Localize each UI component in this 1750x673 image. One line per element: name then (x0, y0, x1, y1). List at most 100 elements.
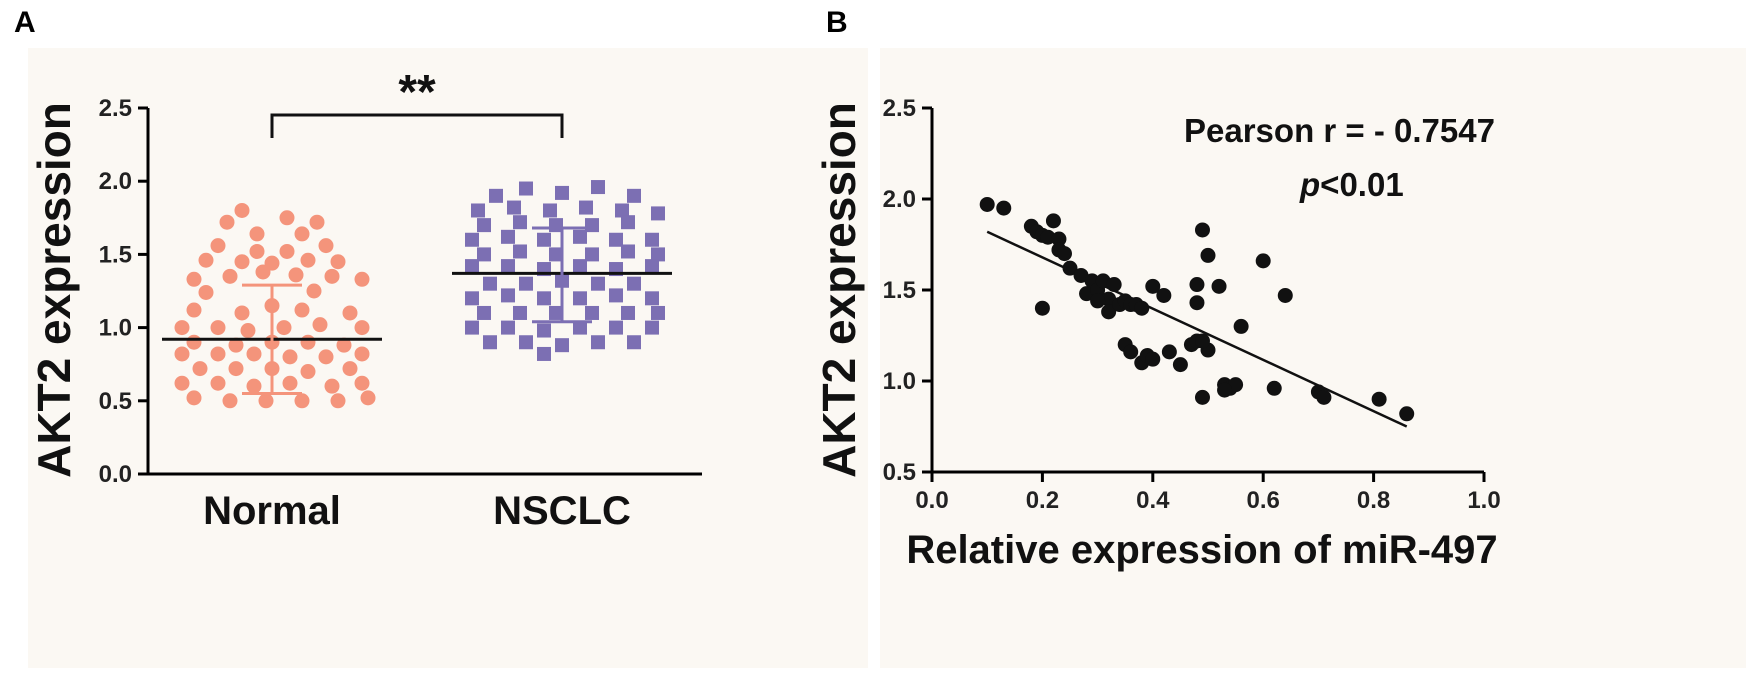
chart-b-x-tick-label: 0.2 (1026, 487, 1059, 514)
nsclc-data-point (555, 185, 569, 200)
scatter-point (1106, 277, 1122, 293)
scatter-point (1034, 300, 1050, 316)
normal-data-point (294, 226, 310, 242)
normal-data-point (342, 361, 358, 377)
nsclc-data-point (519, 181, 533, 196)
panel-a-label: A (14, 6, 36, 39)
nsclc-data-point (513, 215, 527, 230)
chart-b-y-axis-label: AKT2 expression (813, 102, 865, 478)
nsclc-data-point (513, 305, 527, 320)
normal-data-point (300, 364, 316, 380)
nsclc-data-point (573, 291, 587, 306)
panel-b-background (880, 48, 1746, 668)
scatter-point (1371, 391, 1387, 407)
nsclc-data-point (627, 276, 641, 291)
nsclc-data-point (579, 200, 593, 215)
significance-bracket (270, 113, 564, 138)
scatter-point (1045, 213, 1061, 229)
normal-data-point (255, 264, 271, 280)
nsclc-data-point (477, 218, 491, 233)
nsclc-data-point (651, 305, 665, 320)
normal-data-point (318, 238, 334, 254)
normal-data-point (282, 349, 298, 365)
normal-data-point (198, 252, 214, 268)
chart-a: AKT2 expression 0.0 0.5 1.0 1.5 2.0 2.5 Norma… (28, 66, 702, 533)
nsclc-data-point (591, 335, 605, 350)
nsclc-data-point (609, 288, 623, 303)
scatter-point (1266, 380, 1282, 396)
chart-a-y-axis-label: AKT2 expression (28, 102, 80, 478)
chart-a-y-tick-label: 0.5 (99, 388, 132, 415)
scatter-point (1189, 277, 1205, 293)
normal-data-point (354, 271, 370, 287)
nsclc-data-point (489, 188, 503, 203)
nsclc-data-point (465, 291, 479, 306)
normal-data-point (249, 243, 265, 259)
nsclc-data-point (555, 338, 569, 353)
normal-data-point (186, 390, 202, 406)
nsclc-data-point (591, 180, 605, 195)
pearson-r-annotation: Pearson r = - 0.7547 (1184, 112, 1495, 149)
nsclc-data-point (609, 320, 623, 335)
normal-data-point (258, 393, 274, 409)
nsclc-data-point (537, 323, 551, 338)
scatter-point (1194, 389, 1210, 405)
significance-stars: ** (398, 66, 436, 119)
nsclc-data-point (573, 320, 587, 335)
normal-data-point (294, 393, 310, 409)
chart-a-y-tick-label: 2.5 (99, 95, 132, 122)
chart-b-y-tick-label: 1.5 (883, 277, 916, 304)
scatter-point (1200, 247, 1216, 263)
nsclc-data-point (477, 305, 491, 320)
scatter-point (1399, 406, 1415, 422)
nsclc-data-point (513, 244, 527, 259)
chart-b-x-tick-label: 0.8 (1357, 487, 1390, 514)
nsclc-data-point (585, 247, 599, 262)
nsclc-data-point (585, 305, 599, 320)
nsclc-data-point (573, 259, 587, 274)
chart-a-y-tick-label: 2.0 (99, 168, 132, 195)
nsclc-data-point (465, 232, 479, 247)
nsclc-data-point (501, 229, 515, 244)
nsclc-data-point (537, 232, 551, 247)
normal-data-point (234, 305, 250, 321)
normal-data-point (219, 214, 235, 230)
nsclc-data-point (591, 276, 605, 291)
scatter-point (1145, 351, 1161, 367)
normal-data-point (318, 349, 334, 365)
normal-data-point (222, 393, 238, 409)
normal-data-point (192, 361, 208, 377)
nsclc-data-point (645, 291, 659, 306)
normal-data-point (354, 375, 370, 391)
normal-data-point (276, 320, 292, 336)
scatter-point (1316, 389, 1332, 405)
normal-data-point (306, 283, 322, 299)
scatter-point (1217, 382, 1233, 398)
normal-data-point (174, 346, 190, 362)
nsclc-data-point (465, 320, 479, 335)
nsclc-data-point (609, 232, 623, 247)
nsclc-data-point (621, 215, 635, 230)
normal-data-point (330, 254, 346, 270)
normal-data-point (312, 317, 328, 333)
nsclc-data-point (483, 276, 497, 291)
scatter-point (1189, 295, 1205, 311)
nsclc-data-point (501, 259, 515, 274)
nsclc-data-point (549, 247, 563, 262)
chart-b-y-tick-label: 1.0 (883, 368, 916, 395)
scatter-point (1090, 293, 1106, 309)
scatter-point (1134, 300, 1150, 316)
normal-data-point (228, 361, 244, 377)
scatter-point (1255, 253, 1271, 269)
scatter-point (1172, 357, 1188, 373)
normal-data-point (354, 346, 370, 362)
scatter-point (1161, 344, 1177, 360)
normal-data-point (324, 378, 340, 394)
nsclc-data-point (483, 335, 497, 350)
normal-data-point (228, 337, 244, 353)
normal-data-point (354, 320, 370, 336)
normal-data-point (222, 268, 238, 284)
scatter-point (1056, 246, 1072, 262)
normal-data-point (234, 202, 250, 218)
